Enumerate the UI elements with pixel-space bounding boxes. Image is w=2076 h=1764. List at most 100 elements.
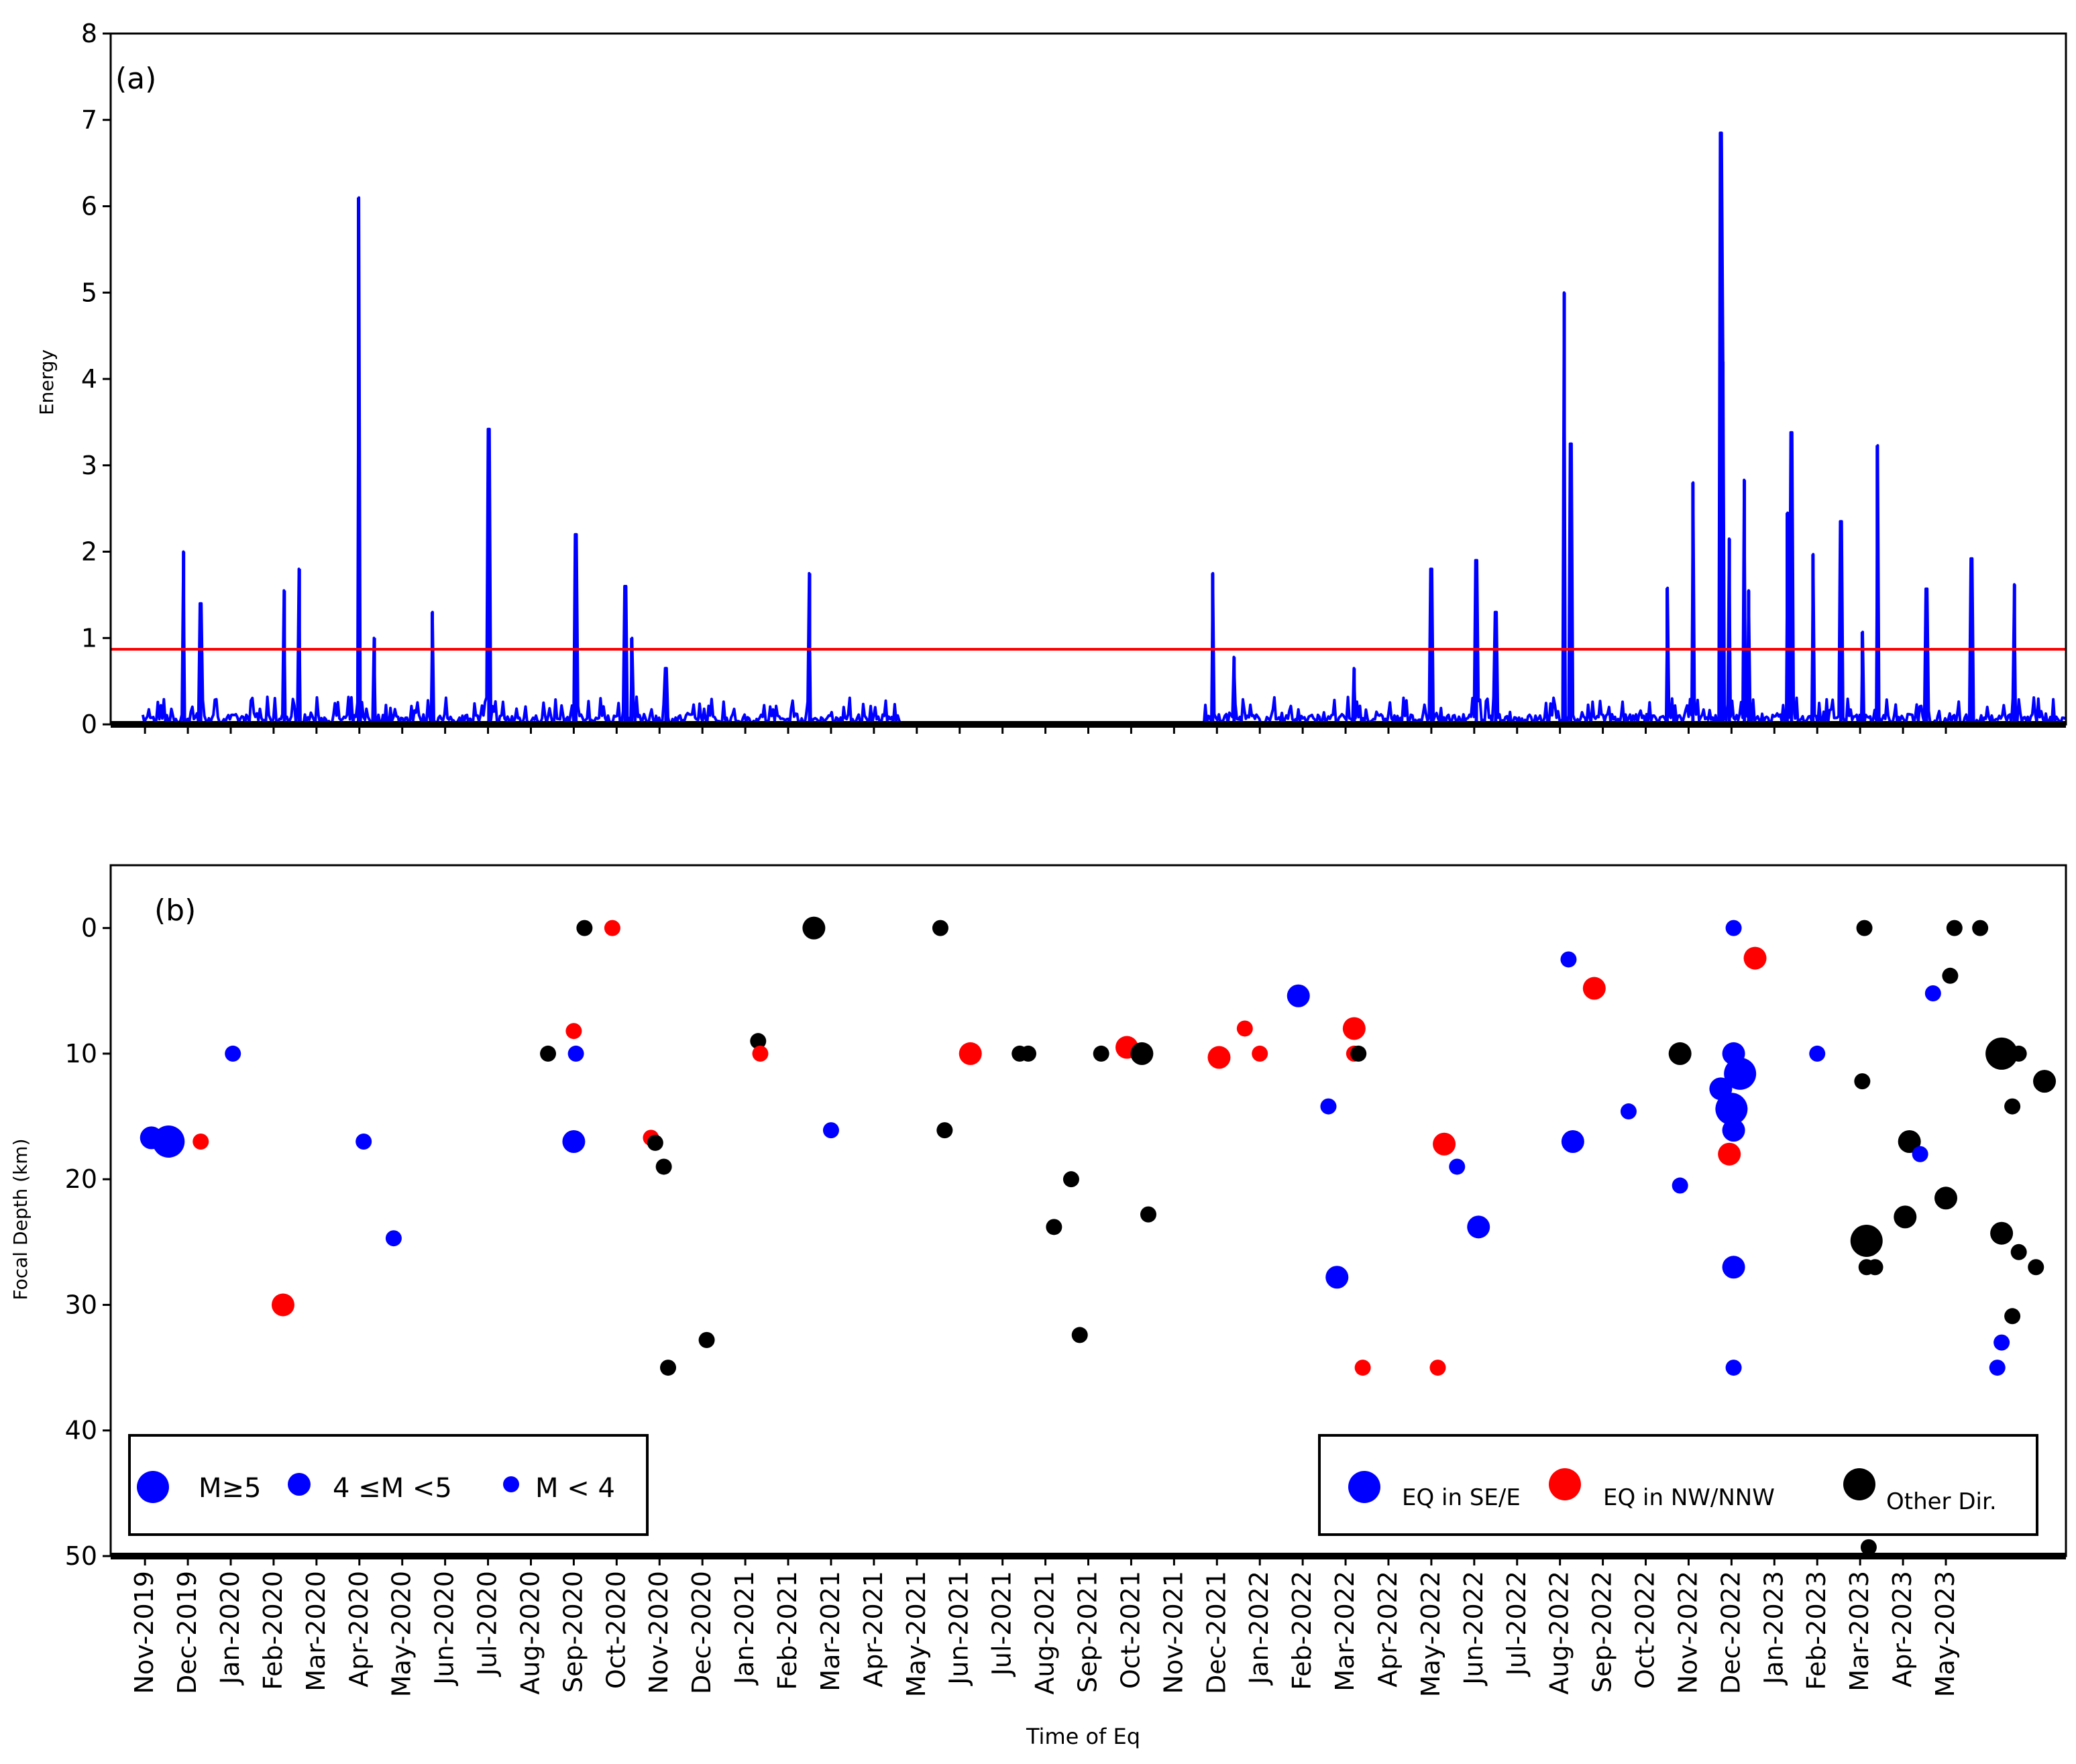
time-x-tick-label: Jan-2020 (215, 1571, 245, 1686)
earthquake-point (1809, 1045, 1826, 1062)
earthquake-point (385, 1230, 402, 1247)
earthquake-point (225, 1045, 241, 1062)
time-x-tick-label: Dec-2020 (687, 1571, 716, 1694)
earthquake-point (698, 1331, 715, 1348)
energy-y-tick-label: 7 (81, 105, 97, 135)
earthquake-point (2010, 1244, 2027, 1260)
time-x-tick-label: Aug-2021 (1030, 1571, 1060, 1695)
time-x-tick-label: May-2022 (1416, 1571, 1445, 1697)
energy-panel: 0 1 2 3 4 5 6 7 8 (a) Energy (36, 19, 2067, 739)
time-x-tick-label: Mar-2023 (1845, 1571, 1874, 1692)
time-x-tick-label: Jan-2021 (730, 1571, 759, 1686)
earthquake-point (1924, 985, 1941, 1002)
earthquake-point (1993, 1334, 2010, 1351)
time-x-tick-label: Jan-2022 (1244, 1571, 1274, 1686)
earthquake-point (2033, 1070, 2057, 1093)
time-x-tick-label: Mar-2022 (1330, 1571, 1360, 1692)
depth-x-ticks: Nov-2019 Dec-2019 Jan-2020 Feb-2020 Mar-2020… (129, 1556, 1960, 1697)
depth-y-tick-label: 50 (65, 1541, 97, 1571)
depth-y-tick-label: 40 (65, 1416, 97, 1445)
time-x-label: Time of Eq (1026, 1724, 1140, 1749)
legend-dot-m-ge-5 (137, 1471, 169, 1503)
earthquake-point (565, 1023, 582, 1040)
earthquake-point (1560, 951, 1577, 968)
earthquake-point (1433, 1132, 1456, 1156)
time-x-tick-label: Jun-2022 (1459, 1571, 1488, 1686)
earthquake-point (1722, 1256, 1745, 1279)
earthquake-point (1990, 1221, 2014, 1245)
energy-y-tick-label: 4 (81, 364, 97, 394)
earthquake-point (822, 1122, 839, 1139)
time-x-tick-label: Nov-2020 (644, 1571, 673, 1694)
time-x-tick-label: Feb-2022 (1287, 1571, 1317, 1690)
earthquake-point (1252, 1045, 1268, 1062)
earthquake-point (2004, 1308, 2021, 1325)
time-x-tick-label: Apr-2021 (859, 1571, 888, 1688)
time-x-tick-label: Mar-2021 (816, 1571, 845, 1692)
direction-legend: EQ in SE/E EQ in NW/NNW Other Dir. (1318, 1434, 2038, 1536)
earthquake-point (356, 1134, 372, 1150)
earthquake-point (1942, 967, 1959, 984)
earthquake-point (152, 1125, 185, 1158)
time-x-tick-label: Sep-2021 (1073, 1571, 1103, 1693)
earthquake-point (932, 920, 948, 936)
earthquake-point (2028, 1259, 2044, 1276)
earthquake-point (1722, 1119, 1745, 1142)
time-x-tick-label: Feb-2023 (1802, 1571, 1831, 1690)
energy-y-label: Energy (36, 349, 58, 415)
earthquake-point (1912, 1146, 1928, 1162)
time-x-tick-label: Mar-2020 (301, 1571, 331, 1692)
earthquake-point (1467, 1215, 1490, 1239)
earthquake-point (1561, 1130, 1584, 1153)
depth-y-tick-label: 30 (65, 1290, 97, 1319)
time-x-tick-label: Aug-2022 (1545, 1571, 1574, 1695)
time-x-tick-label: Apr-2023 (1888, 1571, 1917, 1688)
earthquake-point (1620, 1103, 1637, 1120)
earthquake-point (1320, 1098, 1337, 1115)
time-x-tick-label: Feb-2020 (258, 1571, 288, 1690)
legend-label-m-4-5: 4 ≤M <5 (333, 1473, 452, 1504)
earthquake-point (1449, 1158, 1466, 1175)
panel-b-label: (b) (154, 893, 196, 928)
earthquake-point (936, 1122, 953, 1139)
earthquake-point (802, 916, 826, 940)
earthquake-point (1850, 1224, 1883, 1257)
depth-y-label: Focal Depth (km) (9, 1139, 32, 1301)
earthquake-point (1429, 1360, 1446, 1376)
earthquake-point (1715, 1093, 1748, 1125)
energy-series (141, 131, 2067, 726)
time-x-tick-label: Sep-2020 (558, 1571, 588, 1693)
time-x-tick-label: Dec-2022 (1716, 1571, 1745, 1694)
earthquake-point (1020, 1045, 1037, 1062)
legend-label-nw-nnw: EQ in NW/NNW (1603, 1484, 1775, 1511)
depth-y-tick-label: 20 (65, 1164, 97, 1194)
earthquake-point (655, 1158, 672, 1175)
time-x-tick-label: May-2023 (1930, 1571, 1960, 1697)
earthquake-point (540, 1045, 557, 1062)
earthquake-point (1287, 984, 1310, 1007)
earthquake-point (660, 1360, 677, 1376)
depth-y-tick-label: 0 (81, 914, 97, 943)
energy-y-ticks: 0 1 2 3 4 5 6 7 8 (81, 19, 111, 739)
time-x-tick-label: Apr-2022 (1373, 1571, 1403, 1688)
time-x-tick-label: Apr-2020 (344, 1571, 374, 1688)
depth-y-tick-label: 10 (65, 1039, 97, 1068)
time-x-tick-label: Feb-2021 (773, 1571, 802, 1690)
earthquake-point (1236, 1020, 1253, 1037)
earthquake-point (193, 1134, 209, 1150)
panel-a-label: (a) (115, 62, 156, 96)
earthquake-point (1046, 1219, 1062, 1235)
time-x-tick-label: Dec-2021 (1201, 1571, 1231, 1694)
time-x-tick-label: Nov-2022 (1673, 1571, 1702, 1694)
time-x-tick-label: Jul-2022 (1502, 1571, 1531, 1677)
energy-y-tick-label: 0 (81, 710, 97, 739)
energy-y-tick-label: 1 (81, 623, 97, 653)
earthquake-point (271, 1293, 294, 1317)
depth-panel: 0 10 20 30 40 50 Nov-2019 Dec-2019 Jan-2020 Feb-… (9, 864, 2067, 1749)
earthquake-point (1354, 1360, 1371, 1376)
earthquake-point (576, 920, 593, 936)
energy-plot-frame (109, 32, 2067, 726)
time-x-tick-label: Nov-2021 (1158, 1571, 1188, 1694)
earthquake-point (647, 1134, 663, 1151)
